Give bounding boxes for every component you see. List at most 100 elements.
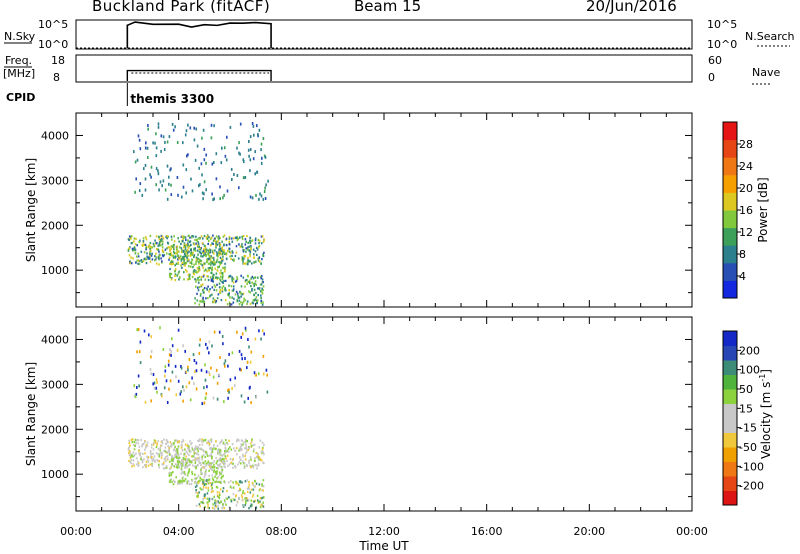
range-cell <box>216 444 219 447</box>
range-cell <box>241 448 243 451</box>
range-cell <box>142 240 145 243</box>
y-tick-label: 1000 <box>41 264 69 277</box>
range-cell <box>163 254 165 257</box>
range-cell <box>214 285 217 288</box>
range-cell <box>128 446 131 449</box>
range-cell <box>247 241 249 244</box>
colorbar-tick-label: 100 <box>739 364 760 377</box>
range-cell <box>195 285 197 288</box>
range-cell <box>203 244 206 247</box>
range-cell <box>262 505 265 508</box>
range-cell <box>254 464 257 467</box>
range-cell <box>159 244 162 247</box>
range-cell <box>175 439 178 442</box>
range-cell <box>176 348 179 352</box>
range-cell <box>195 258 198 261</box>
range-cell <box>128 238 130 242</box>
range-cell <box>198 275 201 278</box>
range-cell <box>199 248 202 251</box>
range-cell <box>207 486 210 489</box>
range-cell <box>174 252 177 255</box>
range-cell <box>199 487 202 490</box>
freq-panel: Freq. [MHz] 18 8 60 0 Nave <box>3 54 780 85</box>
range-cell <box>215 300 218 303</box>
range-cell <box>199 505 201 508</box>
range-cell <box>215 244 217 247</box>
range-cell <box>172 471 174 474</box>
nsky-series-line <box>126 21 272 48</box>
range-cell <box>222 266 224 269</box>
range-cell <box>224 364 226 368</box>
range-cell <box>140 458 142 461</box>
range-cell <box>238 151 240 155</box>
range-cell <box>155 445 158 449</box>
range-cell <box>182 480 184 483</box>
range-cell <box>254 459 256 462</box>
range-cell <box>168 471 171 474</box>
range-cell <box>151 246 153 249</box>
range-cell <box>209 238 212 241</box>
time-axis-title: Time UT <box>358 539 409 553</box>
range-cell <box>198 343 201 347</box>
range-cell <box>189 277 191 280</box>
range-cell <box>144 177 147 181</box>
range-cell <box>237 296 240 299</box>
range-cell <box>132 438 134 441</box>
range-cell <box>260 450 263 453</box>
range-cell <box>151 459 154 462</box>
range-cell <box>195 465 197 468</box>
range-cell <box>196 292 198 295</box>
range-cell <box>162 135 165 139</box>
range-cell <box>228 247 231 250</box>
range-cell <box>187 471 190 474</box>
range-cell <box>253 133 255 137</box>
range-cell <box>252 483 254 486</box>
range-cell <box>198 269 200 272</box>
range-cell <box>199 251 202 254</box>
range-cell <box>198 265 200 268</box>
range-cell <box>226 135 228 139</box>
range-cell <box>214 249 216 252</box>
range-cell <box>186 461 189 464</box>
range-cell <box>225 158 228 162</box>
range-cell <box>263 190 266 193</box>
range-cell <box>143 464 146 467</box>
range-cell <box>169 249 171 252</box>
range-cell <box>186 474 189 477</box>
range-cell <box>228 301 231 304</box>
range-cell <box>209 481 212 485</box>
range-cell <box>183 278 185 281</box>
range-cell <box>183 452 185 456</box>
range-cell <box>143 458 145 461</box>
range-cell <box>218 237 221 240</box>
range-cell <box>208 497 211 500</box>
range-cell <box>143 251 146 254</box>
range-cell <box>140 439 142 442</box>
range-cell <box>178 481 181 484</box>
range-cell <box>212 249 214 252</box>
y-tick-label: 4000 <box>41 129 69 142</box>
range-cell <box>198 286 201 289</box>
range-cell <box>146 441 149 444</box>
range-cell <box>221 248 223 251</box>
range-cell <box>159 180 162 184</box>
range-cell <box>225 450 227 453</box>
range-cell <box>183 255 186 258</box>
range-cell <box>159 449 161 452</box>
range-cell <box>145 446 147 449</box>
range-cell <box>218 330 221 334</box>
range-cell <box>225 497 227 500</box>
range-cell <box>185 462 188 465</box>
range-cell <box>259 506 262 509</box>
range-cell <box>200 292 202 295</box>
range-cell <box>201 458 203 461</box>
range-cell <box>139 182 142 186</box>
range-cell <box>204 268 207 271</box>
range-cell <box>201 501 204 504</box>
range-cell <box>183 259 185 262</box>
range-cell <box>188 469 190 473</box>
range-cell <box>183 258 186 261</box>
range-cell <box>206 270 208 273</box>
range-cell <box>152 382 154 386</box>
range-cell <box>191 235 193 238</box>
